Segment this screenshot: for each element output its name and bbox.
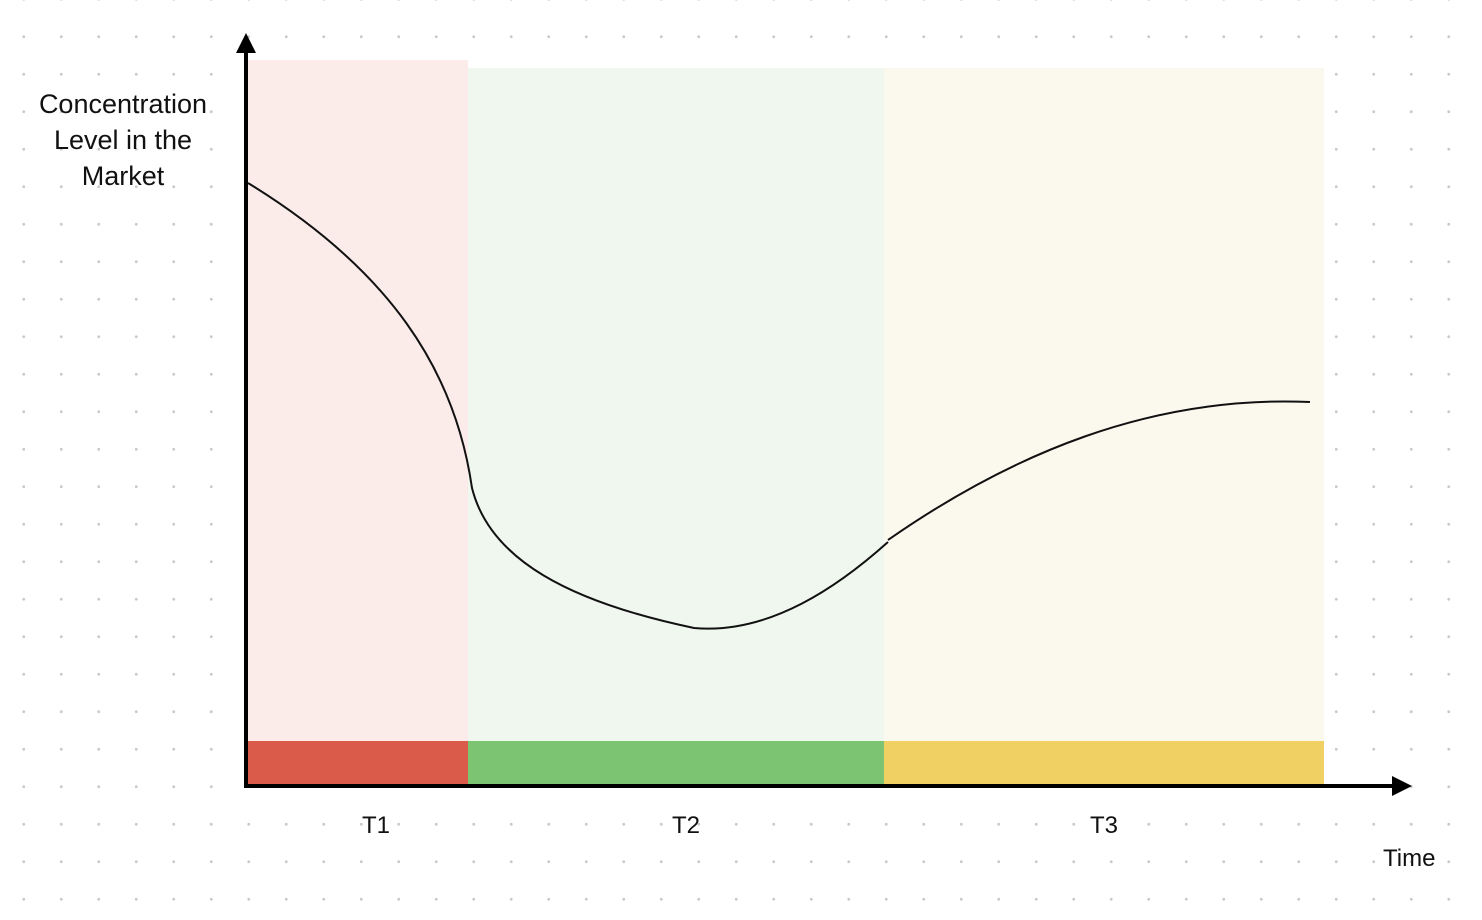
y-axis-arrowhead xyxy=(236,33,256,53)
period-t3-shade xyxy=(884,68,1324,742)
period-t2-shade xyxy=(468,68,884,742)
y-axis-label-line-3: Market xyxy=(81,161,165,191)
period-t3-bar xyxy=(884,741,1324,784)
x-axis-arrowhead xyxy=(1392,776,1412,796)
period-t1-shade xyxy=(248,60,468,742)
period-t2-bar xyxy=(468,741,884,784)
y-axis-label-line-2: Level in the xyxy=(53,125,193,155)
period-label-t3: T3 xyxy=(1089,812,1119,839)
period-label-t1: T1 xyxy=(361,812,391,839)
period-t1-bar xyxy=(248,741,468,784)
y-axis-label-line-1: Concentration xyxy=(38,89,208,119)
x-axis-label: Time xyxy=(1383,845,1436,872)
concentration-curve xyxy=(247,182,889,630)
concentration-curve-rise xyxy=(887,400,1311,541)
period-label-t2: T2 xyxy=(671,812,701,839)
y-axis-label: Concentration Level in the Market xyxy=(18,86,228,194)
